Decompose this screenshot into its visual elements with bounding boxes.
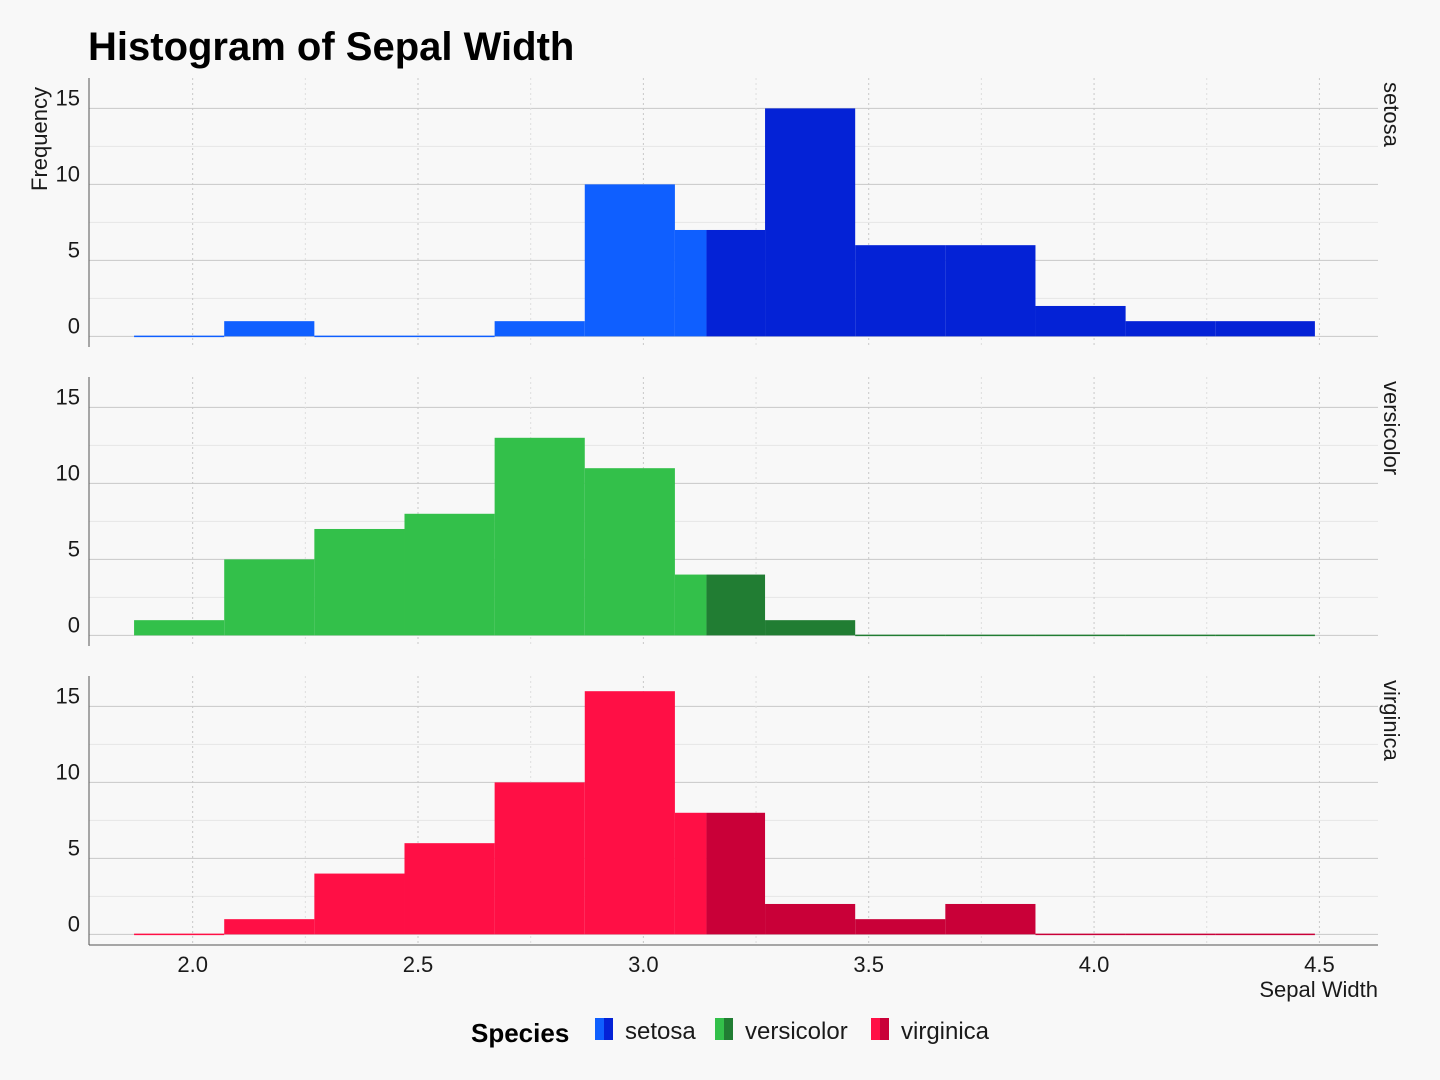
y-tick-label: 10 — [56, 460, 80, 485]
legend-swatch-versicolor-dark — [724, 1018, 733, 1040]
bar-versicolor — [494, 437, 585, 636]
bar-virginica — [314, 873, 405, 935]
y-tick-label: 0 — [68, 911, 80, 936]
bar-virginica — [855, 919, 946, 935]
bar-setosa — [855, 245, 946, 337]
bar-setosa — [1215, 321, 1315, 337]
panel-setosa: 0 5 10 15 setosa — [56, 78, 1404, 347]
x-tick-label: 3.0 — [628, 952, 659, 977]
bar-virginica — [404, 843, 495, 935]
y-tick-label: 10 — [56, 161, 80, 186]
legend-label-versicolor: versicolor — [745, 1018, 848, 1045]
y-tick-label: 0 — [68, 612, 80, 637]
y-tick-label: 5 — [68, 835, 80, 860]
bar-versicolor — [224, 559, 315, 636]
panel-versicolor: 0 5 10 15 versicolor — [56, 377, 1404, 646]
y-tick-label: 5 — [68, 237, 80, 262]
legend-label-setosa: setosa — [625, 1018, 696, 1045]
x-tick-label: 4.5 — [1304, 952, 1335, 977]
chart-title: Histogram of Sepal Width — [88, 25, 574, 69]
bar-virginica — [706, 812, 766, 935]
bar-versicolor — [314, 528, 405, 636]
bar-setosa — [1035, 305, 1126, 337]
bar-virginica — [765, 903, 856, 935]
x-axis-label: Sepal Width — [1259, 977, 1378, 1002]
legend-label-virginica: virginica — [901, 1018, 990, 1045]
x-tick-label: 2.5 — [403, 952, 434, 977]
bar-versicolor — [765, 620, 856, 636]
facet-label-setosa: setosa — [1379, 82, 1404, 148]
y-axis-label: Frequency — [27, 87, 52, 191]
bar-virginica — [945, 903, 1036, 935]
facet-label-versicolor: versicolor — [1379, 381, 1404, 475]
legend-swatch-versicolor-light — [715, 1018, 724, 1040]
bar-virginica — [494, 782, 585, 935]
bar-versicolor — [706, 574, 766, 636]
facet-label-virginica: virginica — [1379, 680, 1404, 761]
y-tick-label: 10 — [56, 759, 80, 784]
bar-setosa — [765, 108, 856, 337]
bar-virginica — [224, 919, 315, 935]
bar-versicolor — [134, 620, 225, 636]
y-tick-label: 15 — [56, 384, 80, 409]
bar-setosa — [584, 184, 675, 337]
x-tick-label: 2.0 — [177, 952, 208, 977]
legend: Species setosa versicolor virginica — [471, 1018, 990, 1048]
legend-title: Species — [471, 1018, 569, 1048]
bar-versicolor — [584, 468, 675, 636]
y-tick-label: 15 — [56, 683, 80, 708]
x-tick-label: 3.5 — [853, 952, 884, 977]
bar-setosa — [945, 245, 1036, 337]
y-tick-label: 5 — [68, 536, 80, 561]
bar-versicolor — [404, 513, 495, 636]
x-tick-label: 4.0 — [1079, 952, 1110, 977]
panel-virginica: 0 5 10 15 virginica — [56, 676, 1404, 945]
bar-setosa — [706, 229, 766, 337]
bar-virginica — [584, 691, 675, 935]
y-tick-label: 0 — [68, 313, 80, 338]
legend-swatch-setosa-dark — [604, 1018, 613, 1040]
bar-setosa — [1125, 321, 1216, 337]
legend-swatch-setosa-light — [595, 1018, 604, 1040]
bar-versicolor — [674, 574, 707, 636]
bar-virginica — [674, 812, 707, 935]
legend-swatch-virginica-dark — [880, 1018, 889, 1040]
bar-setosa — [494, 321, 585, 337]
y-tick-label: 15 — [56, 85, 80, 110]
legend-swatch-virginica-light — [871, 1018, 880, 1040]
bar-setosa — [224, 321, 315, 337]
bar-setosa — [674, 229, 707, 337]
